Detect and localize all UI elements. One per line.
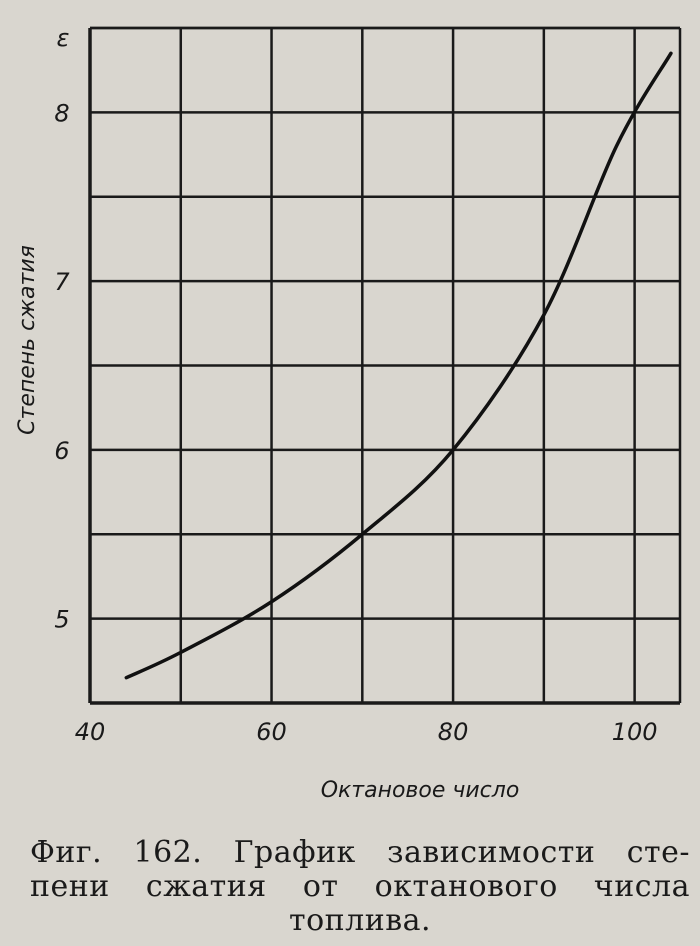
y-tick-label: 5 xyxy=(54,606,69,634)
x-tick-label: 100 xyxy=(612,718,658,746)
chart: 40 60 80 100 5 6 7 8 ε Степень сжатия Октановое… xyxy=(15,24,682,803)
caption-line-3: топлива. xyxy=(288,903,432,938)
figure-caption: Фиг. 162. График зависимости сте- пени с… xyxy=(30,836,690,938)
y-axis-label: Степень сжатия xyxy=(15,245,40,435)
x-tick-label: 40 xyxy=(75,718,106,746)
y-tick-label: 6 xyxy=(54,437,69,465)
x-axis-label: Октановое число xyxy=(321,778,520,803)
y-tick-label: 7 xyxy=(54,268,70,296)
x-tick-label: 80 xyxy=(438,718,469,746)
grid xyxy=(88,26,682,705)
data-line xyxy=(124,51,673,680)
y-axis-symbol: ε xyxy=(57,24,70,52)
y-tick-label: 8 xyxy=(54,99,69,127)
tick-labels: 40 60 80 100 5 6 7 8 xyxy=(54,99,657,746)
caption-line-1: Фиг. 162. График зависимости сте- xyxy=(30,835,690,870)
x-tick-label: 60 xyxy=(256,718,287,746)
caption-line-2: пени сжатия от октанового числа xyxy=(30,869,690,904)
